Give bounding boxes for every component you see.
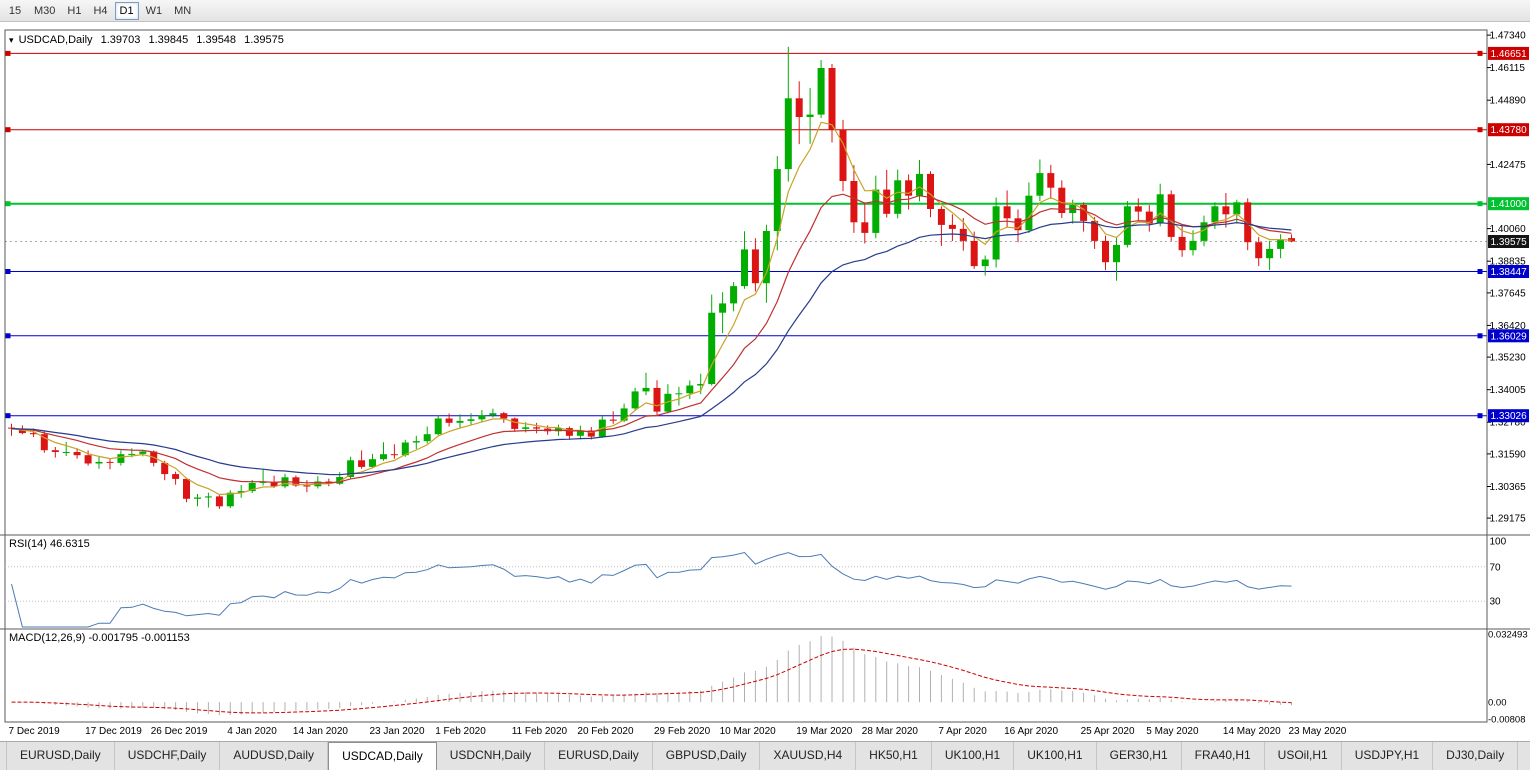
macd-scale: 0.032493 0.00 -0.00808	[1488, 630, 1528, 726]
moving-averages	[11, 121, 1292, 496]
svg-text:10 Mar 2020: 10 Mar 2020	[720, 726, 777, 737]
timeframe-button-15[interactable]: 15	[8, 4, 22, 17]
svg-text:25 Apr 2020: 25 Apr 2020	[1081, 726, 1135, 737]
timeframe-button-h1[interactable]: H1	[67, 4, 82, 17]
svg-text:28 Mar 2020: 28 Mar 2020	[862, 726, 919, 737]
tab-eurusd-daily[interactable]: EURUSD,Daily	[545, 742, 653, 770]
svg-text:11 Feb 2020: 11 Feb 2020	[512, 726, 568, 737]
svg-text:7 Apr 2020: 7 Apr 2020	[938, 726, 987, 737]
svg-text:0.00: 0.00	[1488, 698, 1507, 709]
ohlc-high: 1.39845	[148, 34, 189, 46]
svg-text:1.32780: 1.32780	[1490, 418, 1527, 429]
ma-slow-line	[11, 221, 1292, 476]
svg-text:1.33026: 1.33026	[1491, 411, 1528, 422]
rsi-line	[11, 551, 1292, 628]
svg-text:23 Jan 2020: 23 Jan 2020	[370, 726, 425, 737]
svg-text:1.47340: 1.47340	[1490, 31, 1527, 42]
tab-gbpusd-daily[interactable]: GBPUSD,Daily	[653, 742, 761, 770]
timeframe-button-d1[interactable]: D1	[114, 1, 139, 20]
svg-text:1.40060: 1.40060	[1490, 224, 1527, 235]
svg-text:23 May 2020: 23 May 2020	[1289, 726, 1347, 737]
ohlc-open: 1.39703	[100, 34, 141, 46]
tab-eurusd-daily[interactable]: EURUSD,Daily	[6, 742, 115, 770]
tab-audusd-daily[interactable]: AUDUSD,Daily	[220, 742, 329, 770]
tab-ger30-h1[interactable]: GER30,H1	[1097, 742, 1182, 770]
svg-text:1.34005: 1.34005	[1490, 385, 1527, 396]
price-axis[interactable]: 1.47340 1.46115 1.44890 1.42475 1.40060 1.388…	[1487, 31, 1529, 525]
tab-usdchf-daily[interactable]: USDCHF,Daily	[115, 742, 221, 770]
svg-text:1.36420: 1.36420	[1490, 321, 1527, 332]
chart-symbol-period: USDCAD,Daily	[18, 34, 93, 46]
svg-text:100: 100	[1490, 537, 1507, 548]
svg-text:19 Mar 2020: 19 Mar 2020	[796, 726, 853, 737]
svg-text:1.30365: 1.30365	[1490, 482, 1527, 493]
svg-text:1.38447: 1.38447	[1491, 267, 1528, 278]
svg-text:-0.00808: -0.00808	[1488, 715, 1526, 726]
ohlc-close: 1.39575	[244, 34, 284, 46]
svg-text:1.43780: 1.43780	[1491, 125, 1528, 136]
macd-indicator-label: MACD(12,26,9) -0.001795 -0.001153	[9, 632, 190, 644]
svg-text:70: 70	[1490, 562, 1502, 573]
svg-text:1.39575: 1.39575	[1491, 237, 1528, 248]
svg-text:0.032493: 0.032493	[1488, 630, 1528, 641]
macd-signal-line	[11, 648, 1292, 714]
svg-text:1.46115: 1.46115	[1490, 63, 1526, 74]
tab-uk100-h1[interactable]: UK100,H1	[932, 742, 1015, 770]
timeframe-button-mn[interactable]: MN	[174, 4, 192, 17]
timeframe-button-m30[interactable]: M30	[34, 4, 56, 17]
svg-text:1.29175: 1.29175	[1490, 514, 1527, 525]
tab-dj30-daily[interactable]: DJ30,Daily	[1433, 742, 1519, 770]
svg-text:26 Dec 2019: 26 Dec 2019	[151, 726, 208, 737]
rsi-scale: 100 70 30	[1490, 537, 1507, 608]
svg-text:1.37645: 1.37645	[1490, 288, 1527, 299]
svg-text:20 Feb 2020: 20 Feb 2020	[577, 726, 634, 737]
svg-text:5 May 2020: 5 May 2020	[1146, 726, 1199, 737]
svg-text:1.42475: 1.42475	[1490, 160, 1527, 171]
chart-title: ▾ USDCAD,Daily 1.39703 1.39845 1.39548 1…	[9, 34, 289, 46]
svg-text:4 Jan 2020: 4 Jan 2020	[227, 726, 277, 737]
tab-fra40-h1[interactable]: FRA40,H1	[1182, 742, 1265, 770]
chart-menu-arrow-icon[interactable]: ▾	[9, 35, 14, 45]
date-axis[interactable]: 7 Dec 2019 17 Dec 2019 26 Dec 2019 4 Jan 20…	[9, 726, 1347, 737]
svg-text:14 May 2020: 14 May 2020	[1223, 726, 1281, 737]
ma-medium-line	[11, 193, 1292, 484]
svg-text:14 Jan 2020: 14 Jan 2020	[293, 726, 348, 737]
ohlc-low: 1.39548	[196, 34, 237, 46]
svg-text:30: 30	[1490, 597, 1502, 608]
tab-usoil-h1[interactable]: USOil,H1	[1265, 742, 1342, 770]
svg-text:7 Dec 2019: 7 Dec 2019	[9, 726, 61, 737]
tab-usdjpy-h1[interactable]: USDJPY,H1	[1342, 742, 1434, 770]
tab-uk100-h1[interactable]: UK100,H1	[1014, 742, 1097, 770]
tab-usdcad-daily[interactable]: USDCAD,Daily	[328, 742, 437, 770]
ma-fast-line	[11, 121, 1292, 496]
timeframe-button-w1[interactable]: W1	[145, 4, 163, 17]
rsi-indicator-label: RSI(14) 46.6315	[9, 538, 90, 550]
svg-text:1 Feb 2020: 1 Feb 2020	[435, 726, 486, 737]
svg-text:1.38835: 1.38835	[1490, 257, 1527, 268]
timeframe-toolbar: 15 M30 H1 H4 D1 W1 MN	[0, 0, 1530, 22]
tab-hk50-h1[interactable]: HK50,H1	[856, 742, 932, 770]
svg-text:1.41000: 1.41000	[1491, 199, 1528, 210]
svg-text:17 Dec 2019: 17 Dec 2019	[85, 726, 142, 737]
tab-usdcnh-daily[interactable]: USDCNH,Daily	[437, 742, 546, 770]
svg-text:16 Apr 2020: 16 Apr 2020	[1004, 726, 1058, 737]
svg-text:1.35230: 1.35230	[1490, 353, 1527, 364]
svg-text:1.44890: 1.44890	[1490, 96, 1527, 107]
timeframe-button-h4[interactable]: H4	[93, 4, 108, 17]
svg-text:1.31590: 1.31590	[1490, 449, 1527, 460]
svg-text:1.46651: 1.46651	[1491, 49, 1528, 60]
symbol-tab-bar: EURUSD,Daily USDCHF,Daily AUDUSD,Daily USDC…	[0, 741, 1530, 770]
svg-text:1.36029: 1.36029	[1491, 331, 1528, 342]
svg-text:29 Feb 2020: 29 Feb 2020	[654, 726, 711, 737]
tab-xauusd-h4[interactable]: XAUUSD,H4	[760, 742, 857, 770]
